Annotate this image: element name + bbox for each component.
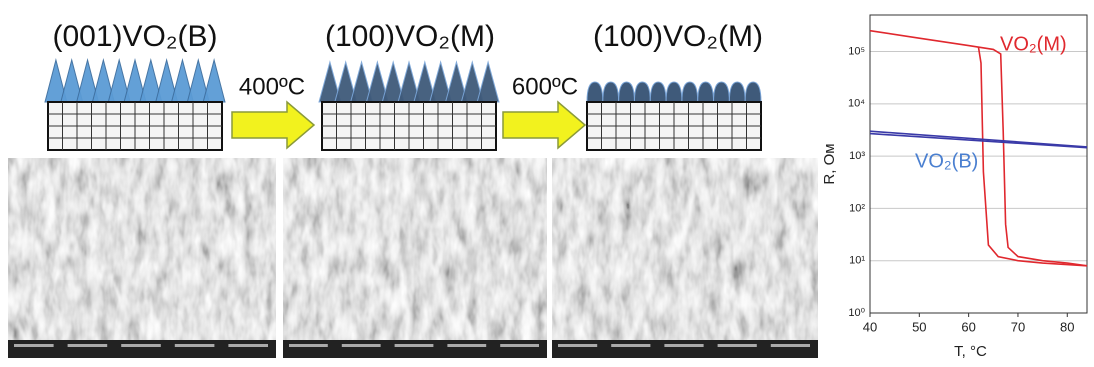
grain <box>698 82 714 102</box>
grain <box>745 82 761 102</box>
annotation: VO₂(M) <box>1000 33 1067 55</box>
sem-info-text <box>14 344 54 347</box>
crystal <box>477 62 499 102</box>
diagram: (001)VO₂(B) (100)VO₂(M) (100)VO₂(M) 400ºC 60… <box>8 20 818 358</box>
grain <box>619 82 635 102</box>
y-tick-label: 10³ <box>849 150 865 162</box>
sem-info-text <box>500 344 539 347</box>
figure: (001)VO₂(B) (100)VO₂(M) (100)VO₂(M) 400ºC 60… <box>0 0 1094 367</box>
arrow <box>503 102 585 148</box>
x-tick-label: 70 <box>1011 319 1025 334</box>
sem-info-text <box>175 344 215 347</box>
y-tick-label: 10¹ <box>849 255 865 267</box>
chart: 10⁰ 10¹ 10² 10³ 10⁴ 10⁵ 40 50 60 70 80 T, °C R, Ом VO… <box>821 15 1087 360</box>
sem-info-text <box>771 344 810 347</box>
y-tick-label: 10⁰ <box>848 307 865 319</box>
series-line <box>870 131 1087 147</box>
x-tick-label: 80 <box>1060 319 1074 334</box>
grain <box>729 82 745 102</box>
sem-info-text <box>611 344 650 347</box>
series-line <box>870 134 1087 148</box>
stage-title: (100)VO₂(M) <box>593 20 763 53</box>
series-line <box>870 31 1087 266</box>
sem-image <box>8 158 276 358</box>
arrow <box>232 102 314 148</box>
sem-info-text <box>228 344 268 347</box>
step-label: 600ºC <box>512 73 578 100</box>
y-axis-label: R, Ом <box>821 143 838 184</box>
plot-frame <box>870 15 1087 313</box>
x-tick-label: 40 <box>863 319 877 334</box>
grain <box>666 82 682 102</box>
sem-info-text <box>664 344 703 347</box>
y-tick-label: 10⁵ <box>848 45 865 57</box>
sem-info-text <box>68 344 108 347</box>
y-tick-label: 10⁴ <box>848 98 865 110</box>
sem-image <box>283 158 547 358</box>
sem-info-bar <box>552 340 818 358</box>
stage-title: (001)VO₂(B) <box>52 20 217 53</box>
sem-info-text <box>447 344 486 347</box>
grain <box>682 82 698 102</box>
annotation: VO₂(B) <box>915 150 978 172</box>
crystal <box>203 60 225 102</box>
sem-image <box>552 158 818 358</box>
grain <box>650 82 666 102</box>
sem-info-text <box>558 344 597 347</box>
sem-info-text <box>342 344 381 347</box>
x-tick-label: 50 <box>912 319 926 334</box>
sem-info-text <box>395 344 434 347</box>
sem-info-text <box>121 344 161 347</box>
grain <box>603 82 619 102</box>
sem-info-bar <box>8 340 276 358</box>
sem-info-bar <box>283 340 547 358</box>
grain <box>634 82 650 102</box>
x-axis-label: T, °C <box>954 343 987 360</box>
grain <box>587 82 603 102</box>
stage-title: (100)VO₂(M) <box>325 20 495 53</box>
y-tick-label: 10² <box>849 202 865 214</box>
step-label: 400ºC <box>239 73 305 100</box>
x-tick-label: 60 <box>961 319 975 334</box>
sem-info-text <box>718 344 757 347</box>
sem-info-text <box>289 344 328 347</box>
grain <box>714 82 730 102</box>
